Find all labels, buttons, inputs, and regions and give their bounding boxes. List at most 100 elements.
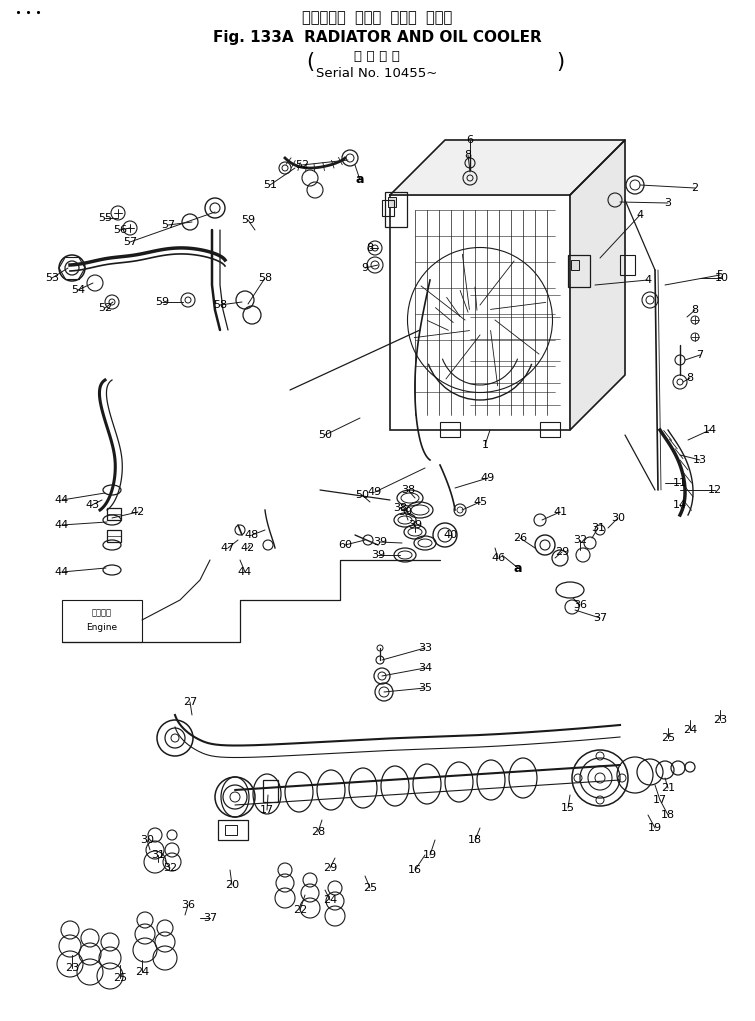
Bar — [107, 508, 121, 520]
Text: 14: 14 — [703, 425, 717, 435]
Bar — [225, 825, 237, 835]
Text: 32: 32 — [163, 863, 177, 873]
Text: 39: 39 — [373, 537, 387, 547]
Text: 16: 16 — [408, 865, 422, 875]
Text: 60: 60 — [338, 540, 352, 550]
Polygon shape — [390, 140, 625, 195]
Text: 54: 54 — [71, 285, 85, 295]
Text: ): ) — [556, 52, 564, 72]
Text: 30: 30 — [140, 835, 154, 845]
Text: 50: 50 — [355, 490, 369, 500]
Bar — [390, 195, 570, 430]
Text: 51: 51 — [263, 180, 277, 190]
Text: 29: 29 — [323, 863, 337, 873]
Text: 25: 25 — [661, 733, 675, 743]
Text: 40: 40 — [443, 530, 457, 540]
Text: 2: 2 — [692, 183, 698, 193]
Text: 11: 11 — [673, 478, 687, 488]
Text: 17: 17 — [653, 795, 667, 805]
Text: 44: 44 — [55, 495, 69, 505]
Text: 52: 52 — [295, 160, 309, 171]
Text: 39: 39 — [408, 520, 422, 530]
Text: 41: 41 — [553, 507, 567, 517]
Text: 43: 43 — [85, 500, 99, 510]
Text: 30: 30 — [611, 513, 625, 523]
Text: 23: 23 — [713, 715, 727, 725]
Bar — [385, 192, 407, 227]
Text: 49: 49 — [368, 487, 382, 497]
Bar — [382, 200, 394, 216]
Text: 37: 37 — [203, 913, 217, 923]
Text: 38: 38 — [401, 485, 415, 495]
Text: 48: 48 — [245, 530, 259, 540]
Text: 57: 57 — [123, 237, 137, 247]
Text: Fig. 133A  RADIATOR AND OIL COOLER: Fig. 133A RADIATOR AND OIL COOLER — [213, 31, 541, 46]
Bar — [263, 780, 278, 803]
Text: 45: 45 — [473, 497, 487, 507]
Text: 3: 3 — [664, 198, 671, 208]
Bar — [620, 255, 635, 275]
Text: 27: 27 — [183, 697, 197, 707]
Text: 13: 13 — [693, 455, 707, 465]
Text: a: a — [513, 562, 522, 575]
Text: 7: 7 — [696, 350, 704, 360]
Text: 25: 25 — [363, 883, 377, 893]
Text: 4: 4 — [645, 275, 652, 285]
Bar — [571, 260, 579, 270]
Text: 59: 59 — [155, 297, 169, 307]
Polygon shape — [570, 140, 625, 430]
Text: 14: 14 — [673, 500, 687, 510]
Text: 58: 58 — [213, 300, 227, 310]
Text: 29: 29 — [555, 547, 569, 557]
Text: (: ( — [306, 52, 314, 72]
Bar — [568, 255, 590, 287]
Text: 44: 44 — [55, 520, 69, 530]
Text: 31: 31 — [591, 523, 605, 533]
Text: 36: 36 — [181, 900, 195, 910]
Text: 25: 25 — [113, 973, 127, 983]
Text: 57: 57 — [161, 220, 175, 230]
Text: 1: 1 — [482, 440, 488, 450]
Text: 8: 8 — [686, 373, 694, 383]
Text: ラジェータ  および  オイル  クーラ: ラジェータ および オイル クーラ — [302, 10, 452, 26]
Text: 44: 44 — [238, 567, 252, 577]
Text: 4: 4 — [636, 210, 643, 220]
Text: エンジン: エンジン — [92, 609, 112, 618]
Text: 46: 46 — [491, 553, 505, 563]
Text: 8: 8 — [366, 243, 374, 253]
Text: 19: 19 — [648, 823, 662, 833]
Text: 59: 59 — [241, 215, 255, 225]
Bar — [440, 422, 460, 437]
Text: 39: 39 — [371, 550, 385, 560]
Text: Engine: Engine — [86, 623, 118, 632]
Text: a: a — [356, 174, 364, 187]
Text: 8: 8 — [464, 150, 472, 160]
Text: 47: 47 — [221, 543, 235, 553]
Text: 9: 9 — [362, 263, 368, 273]
Text: 5: 5 — [716, 270, 723, 280]
Bar — [218, 820, 248, 840]
Text: 26: 26 — [513, 533, 527, 543]
Text: 56: 56 — [113, 225, 127, 235]
Text: 50: 50 — [318, 430, 332, 440]
Text: 58: 58 — [258, 273, 272, 283]
Text: 8: 8 — [692, 305, 698, 315]
Text: 17: 17 — [260, 805, 274, 815]
Text: 52: 52 — [98, 303, 112, 313]
Text: 34: 34 — [418, 663, 432, 673]
Text: 19: 19 — [423, 850, 437, 860]
Text: 28: 28 — [311, 827, 325, 837]
Text: 6: 6 — [467, 135, 473, 145]
Text: 55: 55 — [98, 213, 112, 223]
Text: 53: 53 — [45, 273, 59, 283]
Text: 10: 10 — [715, 273, 729, 283]
Text: 24: 24 — [683, 725, 697, 735]
Text: Serial No. 10455~: Serial No. 10455~ — [316, 67, 438, 81]
Text: 49: 49 — [481, 473, 495, 483]
Text: 適 用 号 機: 適 用 号 機 — [354, 50, 400, 63]
Text: 22: 22 — [293, 905, 307, 915]
Text: 33: 33 — [418, 643, 432, 653]
Text: 36: 36 — [573, 600, 587, 610]
Bar — [540, 422, 560, 437]
Text: 35: 35 — [418, 683, 432, 693]
